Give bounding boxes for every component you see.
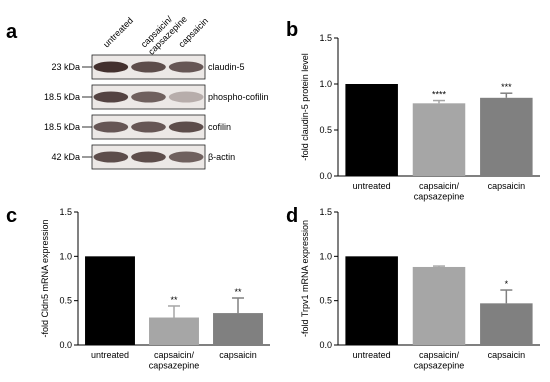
error-bar bbox=[433, 265, 445, 267]
blot-band bbox=[93, 121, 129, 133]
x-tick-label: untreated bbox=[353, 181, 391, 191]
panel-label: b bbox=[286, 19, 298, 41]
panel-label: c bbox=[6, 205, 17, 227]
bar bbox=[345, 84, 398, 176]
protein-label: cofilin bbox=[208, 122, 231, 132]
error-bar bbox=[168, 305, 180, 318]
panel-label: a bbox=[6, 21, 18, 43]
significance: **** bbox=[432, 90, 447, 100]
bar bbox=[412, 103, 466, 176]
x-tick-label: capsaicin/capsazepine bbox=[414, 350, 465, 370]
blot-band bbox=[168, 61, 204, 73]
y-tick-label: 0.0 bbox=[59, 340, 72, 350]
significance: * bbox=[505, 279, 509, 289]
bar bbox=[149, 317, 199, 345]
bar bbox=[213, 313, 263, 345]
y-tick-label: 0.5 bbox=[319, 125, 332, 135]
y-tick-label: 0.5 bbox=[319, 296, 332, 306]
x-tick-label: capsaicin bbox=[219, 350, 257, 360]
significance: *** bbox=[501, 82, 512, 92]
error-bar bbox=[500, 289, 513, 304]
y-tick-label: 0.0 bbox=[319, 171, 332, 181]
y-axis-label: -fold Cldn5 mRNA expression bbox=[40, 219, 50, 337]
protein-label: β-actin bbox=[208, 152, 235, 162]
y-tick-label: 1.5 bbox=[319, 207, 332, 217]
significance: ** bbox=[234, 287, 242, 297]
size-label: 42 kDa bbox=[51, 152, 80, 162]
blot-band bbox=[131, 91, 166, 103]
blot-band bbox=[93, 61, 129, 73]
bar bbox=[412, 266, 466, 345]
x-tick-label: capsaicin/capsazepine bbox=[149, 350, 200, 370]
protein-label: phospho-cofilin bbox=[208, 92, 269, 102]
blot-band bbox=[93, 151, 129, 163]
x-tick-label: untreated bbox=[91, 350, 129, 360]
blot-band bbox=[131, 151, 166, 163]
size-label: 18.5 kDa bbox=[44, 92, 80, 102]
blot-band bbox=[93, 91, 129, 103]
bar bbox=[85, 256, 135, 345]
y-tick-label: 0.5 bbox=[59, 296, 72, 306]
x-tick-label: untreated bbox=[353, 350, 391, 360]
y-tick-label: 1.0 bbox=[319, 79, 332, 89]
panel-label: d bbox=[286, 205, 298, 227]
bar bbox=[480, 303, 533, 345]
y-tick-label: 1.5 bbox=[319, 33, 332, 43]
significance: ** bbox=[170, 295, 178, 305]
y-tick-label: 1.5 bbox=[59, 207, 72, 217]
blot-band bbox=[168, 121, 204, 133]
y-axis-label: -fold Trpv1 mRNA expression bbox=[300, 220, 310, 337]
error-bar bbox=[433, 99, 445, 104]
y-tick-label: 1.0 bbox=[319, 251, 332, 261]
bar bbox=[480, 97, 533, 176]
y-tick-label: 0.0 bbox=[319, 340, 332, 350]
y-tick-label: 1.0 bbox=[59, 251, 72, 261]
x-tick-label: capsaicin bbox=[488, 181, 526, 191]
size-label: 18.5 kDa bbox=[44, 122, 80, 132]
bar bbox=[345, 256, 398, 345]
x-tick-label: capsaicin bbox=[488, 350, 526, 360]
blot-band bbox=[131, 61, 166, 73]
protein-label: claudin-5 bbox=[208, 62, 245, 72]
blot-band bbox=[168, 91, 204, 103]
blot-band bbox=[131, 121, 166, 133]
y-axis-label: -fold claudin-5 protein level bbox=[300, 53, 310, 161]
blot-band bbox=[168, 151, 204, 163]
size-label: 23 kDa bbox=[51, 62, 80, 72]
x-tick-label: capsaicin/capsazepine bbox=[414, 181, 465, 201]
error-bar bbox=[232, 297, 244, 314]
error-bar bbox=[500, 92, 513, 98]
